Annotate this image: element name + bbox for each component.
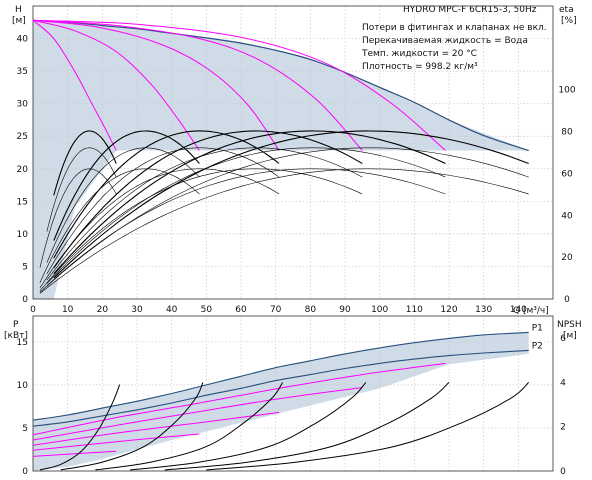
note-line-1: Потери в фитингах и клапанах не вкл. <box>362 23 547 33</box>
power-y2-tick-label: 0 <box>560 467 566 477</box>
npsh-curve <box>39 384 121 471</box>
power-y-tick-label: 0 <box>22 467 28 477</box>
power-reduced-speed-curve <box>32 411 280 446</box>
npsh-curve <box>206 382 530 471</box>
qh-y2-tick-label: 20 <box>561 253 573 263</box>
qh-x-tick-label: 110 <box>406 305 423 315</box>
power-y2-tick-label: 6 <box>560 334 566 344</box>
qh-x-tick-label: 20 <box>97 305 109 315</box>
qh-reduced-speed-curve <box>32 19 200 151</box>
qh-efficiency-curve <box>39 168 529 294</box>
qh-y-tick-label: 5 <box>22 262 28 272</box>
npsh-curve <box>164 382 450 471</box>
qh-y2-tick-label: 100 <box>558 86 575 96</box>
qh-efficiency-curve <box>39 168 363 291</box>
qh-efficiency-curve <box>53 130 529 279</box>
qh-x-tick-label: 140 <box>510 305 527 315</box>
qh-y2-tick-label: 60 <box>561 169 573 179</box>
qh-x-tick-label: 50 <box>201 305 213 315</box>
note-line-3: Темп. жидкости = 20 °C <box>361 49 477 59</box>
qh-efficiency-curve <box>53 130 280 259</box>
qh-y2label-unit: [%] <box>561 16 577 26</box>
qh-efficiency-curve <box>46 147 446 284</box>
power-p2-label: P2 <box>532 341 543 351</box>
qh-reduced-speed-curve <box>32 19 363 151</box>
note-line-4: Плотность = 998.2 кг/м³ <box>362 62 478 72</box>
power-reduced-speed-curve <box>32 387 363 441</box>
power-y2-tick-label: 2 <box>560 423 566 433</box>
chart-plot-area: 0 10 20 30 40 50 60 70 80 90 100 110 120 130 140051015… <box>17 5 576 477</box>
power-reduced-speed-curve <box>32 433 200 451</box>
qh-x-tick-label: 130 <box>475 305 492 315</box>
power-plot-frame <box>32 315 554 472</box>
qh-operating-range <box>33 20 529 300</box>
power-operating-range <box>33 332 529 471</box>
qh-reduced-speed-curve <box>32 19 280 151</box>
qh-efficiency-curve <box>53 130 363 269</box>
qh-efficiency-curve <box>46 147 363 281</box>
qh-y2-tick-label: 0 <box>564 295 570 305</box>
qh-y2label: eta <box>559 5 574 15</box>
qh-y-tick-label: 30 <box>17 100 29 110</box>
qh-x-tick-label: 70 <box>270 305 282 315</box>
qh-y-tick-label: 15 <box>17 197 28 207</box>
power-p1-label: P1 <box>532 323 543 333</box>
qh-x-tick-label: 100 <box>371 305 388 315</box>
qh-efficiency-curve <box>53 130 200 241</box>
qh-x-tick-label: 30 <box>131 305 143 315</box>
qh-efficiency-curve <box>39 168 200 283</box>
qh-y-tick-label: 10 <box>17 230 29 240</box>
qh-x-tick-label: 10 <box>62 305 74 315</box>
qh-y-tick-label: 35 <box>17 67 28 77</box>
power-y2label: NPSH <box>557 320 582 330</box>
qh-x-tick-label: 80 <box>305 305 317 315</box>
qh-x-tick-label: 90 <box>339 305 351 315</box>
npsh-curve <box>95 382 284 471</box>
power-reduced-speed-curve <box>32 450 117 457</box>
power-y-tick-label: 10 <box>17 381 29 391</box>
qh-x-tick-label: 40 <box>166 305 178 315</box>
qh-y-tick-label: 40 <box>17 35 29 45</box>
chart-title: HYDRO MPC-F 6CR15-3, 50Hz <box>403 5 537 15</box>
qh-efficiency-curve <box>39 168 446 293</box>
qh-x-tick-label: 0 <box>30 305 36 315</box>
qh-efficiency-curve <box>46 147 200 263</box>
qh-efficiency-curve <box>46 147 117 232</box>
qh-reduced-speed-curve <box>32 19 117 151</box>
qh-max-speed-curve <box>32 19 529 152</box>
qh-efficiency-curve <box>53 130 446 275</box>
qh-x-tick-label: 60 <box>235 305 247 315</box>
qh-reduced-speed-curve <box>32 19 446 151</box>
npsh-curve <box>60 382 204 471</box>
qh-plot-frame <box>32 5 554 300</box>
qh-xlabel: Q [м³/ч] <box>513 306 549 316</box>
power-reduced-speed-curve <box>32 362 446 436</box>
power-p2-curve <box>32 349 529 427</box>
qh-y-tick-label: 25 <box>17 132 28 142</box>
qh-x-tick-label: 120 <box>440 305 457 315</box>
power-p1-curve <box>32 331 529 421</box>
qh-ylabel-unit: [м] <box>12 16 26 26</box>
power-y-tick-label: 5 <box>22 424 28 434</box>
power-y2label-unit: [м] <box>563 331 577 341</box>
qh-efficiency-curve <box>53 130 117 196</box>
qh-efficiency-curve <box>46 147 529 287</box>
note-line-2: Перекачиваемая жидкость = Вода <box>362 36 528 46</box>
qh-efficiency-curve <box>39 168 117 268</box>
qh-y2-tick-label: 40 <box>561 211 573 221</box>
power-ylabel-unit: [кВт] <box>4 331 28 341</box>
power-ylabel: P <box>13 320 19 330</box>
qh-efficiency-curve <box>46 147 280 274</box>
qh-y-tick-label: 0 <box>22 295 28 305</box>
qh-y2-tick-label: 80 <box>561 128 573 138</box>
qh-y-tick-label: 20 <box>17 165 29 175</box>
npsh-curve <box>130 382 367 471</box>
power-y-tick-label: 15 <box>17 338 28 348</box>
power-y2-tick-label: 4 <box>560 378 566 388</box>
qh-ylabel: H <box>15 5 22 15</box>
